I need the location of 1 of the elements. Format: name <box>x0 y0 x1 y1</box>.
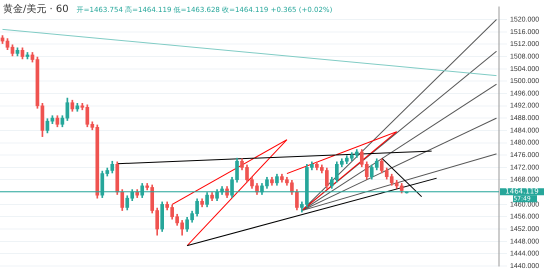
chart-title: 黄金/美元 · 60 <box>3 4 69 15</box>
